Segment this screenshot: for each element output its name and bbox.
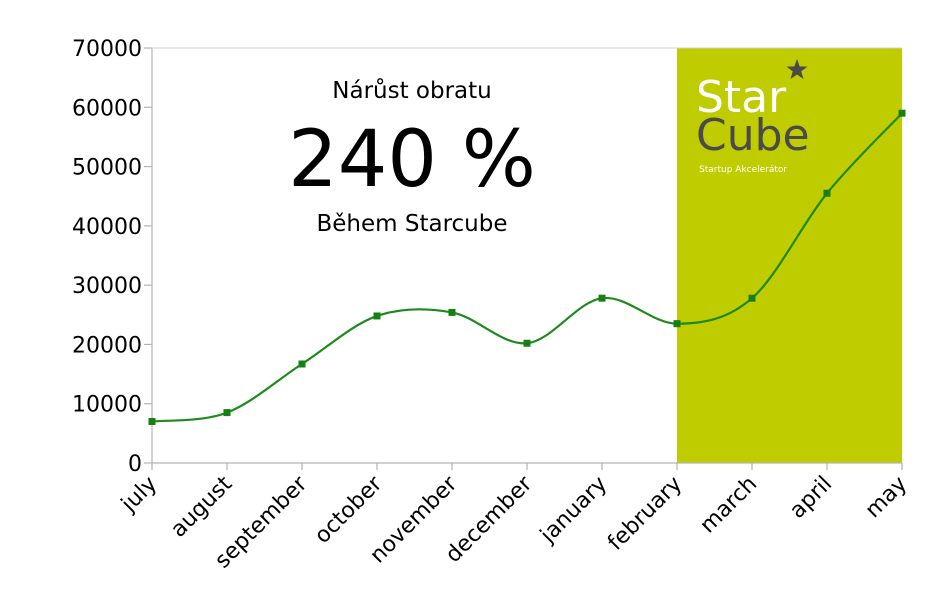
data-point: [373, 312, 381, 320]
data-point: [898, 109, 906, 117]
data-point: [223, 409, 231, 417]
x-ticks: july augustseptemberoctobernovemberdecemb…: [116, 463, 912, 573]
data-point: [823, 189, 831, 197]
x-tick-label: may: [861, 472, 913, 524]
logo-cube-text: Cube: [696, 110, 810, 161]
y-tick-label: 10000: [72, 393, 142, 418]
y-tick-label: 0: [128, 452, 142, 477]
growth-subtitle: Nárůst obratu: [332, 77, 491, 104]
y-ticks: 0 10000 20000 30000 40000 50000 60000 70000: [72, 37, 152, 477]
y-tick-label: 60000: [72, 96, 142, 121]
logo-tagline: Startup Akcelerátor: [699, 165, 787, 175]
data-point: [298, 360, 306, 368]
logo-star-text: Star: [696, 72, 787, 123]
starcube-logo: Star Cube Startup Akcelerátor: [696, 59, 810, 175]
data-point: [523, 339, 531, 347]
y-tick-label: 50000: [72, 156, 142, 181]
x-tick-label: february: [603, 472, 687, 556]
series-line: [151, 112, 903, 423]
y-tick-label: 30000: [72, 274, 142, 299]
data-point: [673, 320, 681, 328]
x-tick-label: march: [695, 472, 762, 539]
starcube-period-highlight: [677, 48, 902, 463]
growth-caption: Během Starcube: [316, 211, 507, 237]
x-tick-label: august: [166, 471, 237, 542]
series-markers: [148, 109, 906, 425]
x-tick-label: april: [785, 472, 837, 524]
y-tick-label: 20000: [72, 333, 142, 358]
data-point: [748, 294, 756, 302]
star-icon: [786, 59, 808, 79]
y-tick-label: 70000: [72, 37, 142, 62]
data-point: [448, 308, 456, 316]
growth-value: 240 %: [288, 115, 536, 205]
data-point: [148, 418, 156, 425]
x-tick-label: july: [116, 472, 162, 518]
data-point: [598, 294, 606, 302]
x-tick-label: january: [535, 472, 612, 549]
x-tick-label: october: [310, 471, 388, 549]
y-tick-label: 40000: [72, 215, 142, 240]
